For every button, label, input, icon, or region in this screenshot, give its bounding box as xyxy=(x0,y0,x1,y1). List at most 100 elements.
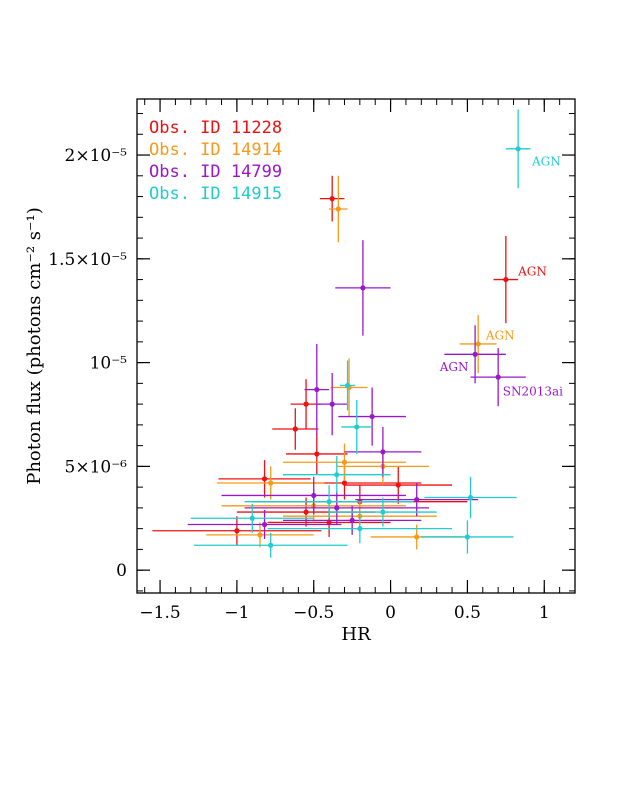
x-axis-title: HR xyxy=(341,624,371,645)
point-marker xyxy=(349,517,355,523)
point-marker xyxy=(395,482,401,488)
point-marker xyxy=(414,534,420,540)
point-marker xyxy=(472,351,478,357)
point-marker xyxy=(495,374,501,380)
y-axis-title: Photon flux (photons cm⁻² s⁻¹) xyxy=(24,207,45,485)
annotation-label: AGN xyxy=(439,360,469,374)
x-tick-label: 0.5 xyxy=(454,603,481,623)
axis-ticks-layer: −1.5 −1 −0.5 0 0.5 1 0 5×10⁻⁶ 10⁻⁵ 1.5×10⁻⁵ 2×10⁻⁵ xyxy=(48,99,575,623)
data-point xyxy=(304,343,330,436)
data-point xyxy=(329,497,437,527)
data-point xyxy=(218,460,311,498)
point-marker xyxy=(314,451,320,457)
point-marker xyxy=(380,509,386,515)
point-marker xyxy=(326,519,332,526)
point-marker xyxy=(249,515,255,521)
point-marker xyxy=(257,532,263,538)
annotation-label: AGN xyxy=(485,329,515,343)
point-marker xyxy=(292,426,298,432)
point-marker xyxy=(344,382,351,389)
point-marker xyxy=(467,494,474,501)
data-point xyxy=(272,408,319,450)
y-tick-label: 1.5×10⁻⁵ xyxy=(48,250,127,270)
y-tick-label: 0 xyxy=(116,561,127,581)
data-point xyxy=(421,520,514,554)
x-tick-label: −1.5 xyxy=(139,603,180,623)
point-marker xyxy=(329,401,335,407)
point-marker xyxy=(369,413,375,420)
y-tick-label: 2×10⁻⁵ xyxy=(65,146,128,166)
annotation-label: SN2013ai xyxy=(503,385,563,399)
data-point xyxy=(335,240,391,336)
data-point xyxy=(283,505,422,535)
point-marker xyxy=(314,386,320,393)
data-point xyxy=(244,485,414,519)
point-marker xyxy=(414,496,420,503)
data-point xyxy=(444,325,506,384)
data-point xyxy=(505,109,531,189)
point-marker xyxy=(464,534,471,540)
legend-entry: Obs. ID 14914 xyxy=(149,140,282,160)
annotations-layer: AGN AGN AGN AGN SN2013ai xyxy=(439,154,563,398)
point-marker xyxy=(341,459,348,465)
data-point xyxy=(338,387,406,446)
point-marker xyxy=(334,472,340,478)
point-marker xyxy=(503,276,509,283)
point-marker xyxy=(334,505,340,511)
point-marker xyxy=(268,542,274,548)
data-point xyxy=(493,235,519,324)
point-marker xyxy=(515,146,521,152)
data-point xyxy=(244,491,429,525)
data-point xyxy=(193,532,348,558)
point-marker xyxy=(261,521,268,528)
data-point xyxy=(283,456,391,494)
legend-entry: Obs. ID 14799 xyxy=(149,162,282,182)
legend-entry: Obs. ID 11228 xyxy=(149,118,282,138)
data-point xyxy=(344,466,453,504)
x-tick-label: −0.5 xyxy=(293,603,334,623)
data-point xyxy=(355,482,479,517)
data-point xyxy=(190,503,314,533)
data-point xyxy=(339,360,356,411)
point-marker xyxy=(268,480,274,486)
y-tick-label: 10⁻⁵ xyxy=(90,354,128,374)
point-marker xyxy=(261,476,268,482)
data-point xyxy=(316,372,348,436)
data-point xyxy=(267,514,453,544)
x-tick-label: −1 xyxy=(224,603,249,623)
point-marker xyxy=(329,196,335,202)
x-tick-label: 0 xyxy=(385,603,396,623)
data-point xyxy=(319,175,345,222)
point-marker xyxy=(475,341,481,347)
point-marker xyxy=(380,449,386,455)
data-point xyxy=(344,426,422,477)
data-point xyxy=(424,476,517,519)
point-marker xyxy=(303,401,309,407)
point-marker xyxy=(311,492,317,499)
data-point xyxy=(459,314,497,373)
data-point xyxy=(341,399,373,454)
annotation-label: AGN xyxy=(531,154,561,168)
point-marker xyxy=(326,499,332,505)
point-marker xyxy=(357,526,363,532)
annotation-label: AGN xyxy=(517,264,547,278)
point-marker xyxy=(360,285,366,291)
legend-entry: Obs. ID 14915 xyxy=(149,184,282,204)
point-marker xyxy=(354,424,360,430)
point-marker xyxy=(341,480,348,486)
x-tick-label: 1 xyxy=(539,603,550,623)
data-point xyxy=(152,516,322,546)
point-marker xyxy=(303,509,309,515)
y-tick-label: 5×10⁻⁶ xyxy=(65,457,128,477)
data-point xyxy=(470,348,526,407)
data-points-layer xyxy=(152,109,531,558)
data-point xyxy=(286,433,348,475)
data-point xyxy=(216,466,325,500)
point-marker xyxy=(335,206,341,212)
data-point xyxy=(206,522,314,548)
data-point xyxy=(329,175,348,243)
point-marker xyxy=(234,528,240,534)
plot-frame xyxy=(136,98,576,594)
